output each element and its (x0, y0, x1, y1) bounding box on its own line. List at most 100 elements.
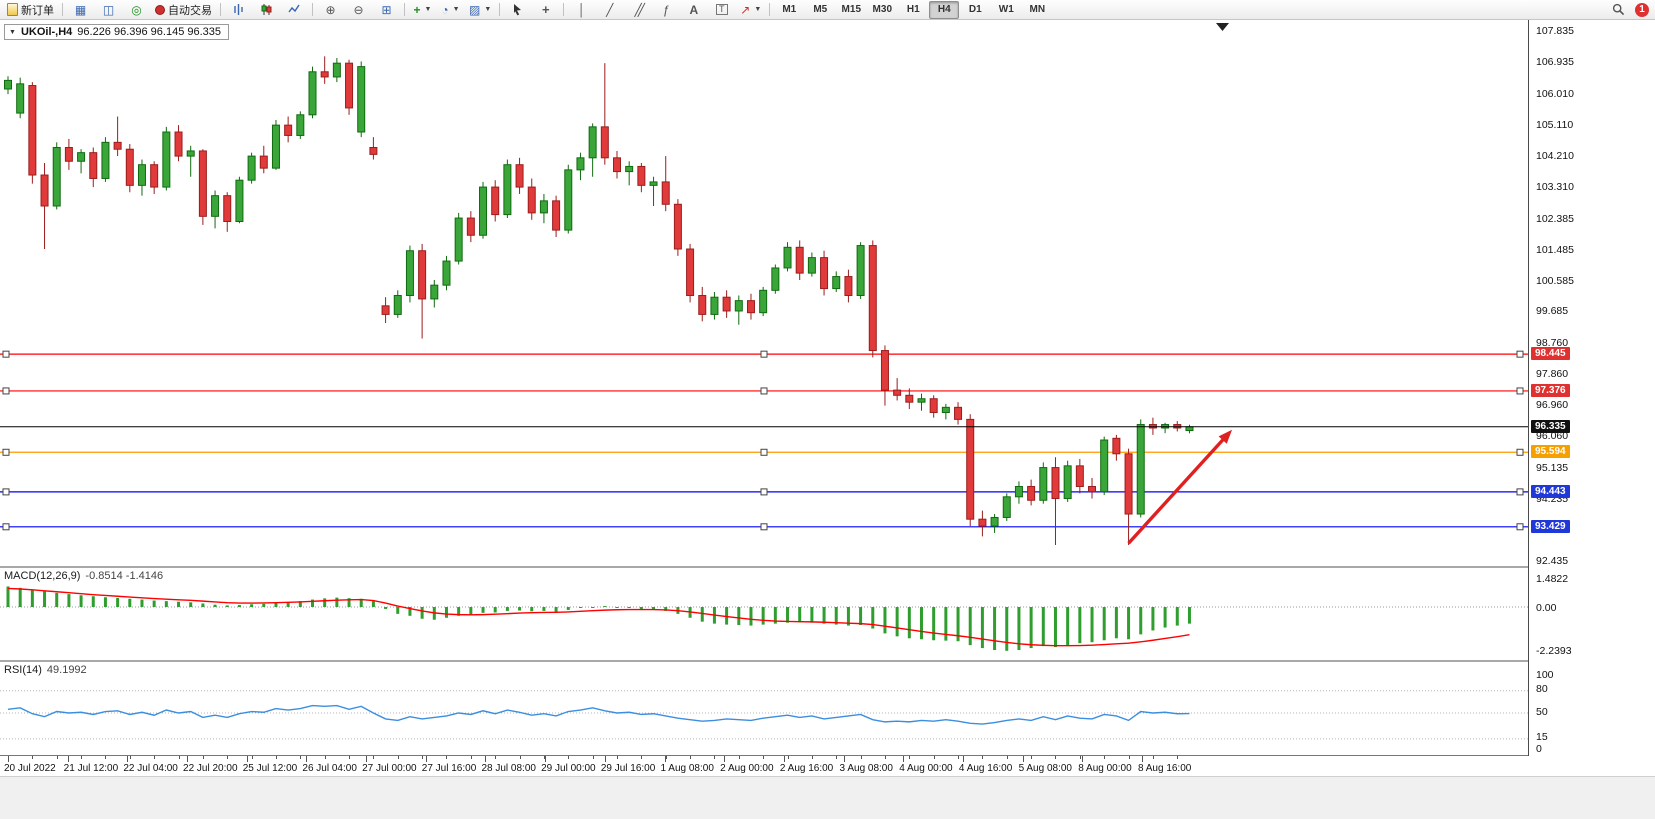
price-tick: 96.060 (1536, 430, 1569, 443)
templates-button[interactable]: ▨ ▼ (465, 0, 495, 19)
timeframe-m30-button[interactable]: M30 (872, 4, 892, 15)
time-label: 25 Jul 12:00 (242, 763, 298, 774)
market-watch-button[interactable]: ▦ (67, 0, 94, 19)
fibonacci-button[interactable]: ƒ (652, 0, 679, 19)
time-minor-tick (324, 756, 326, 759)
line-handle (2, 387, 10, 395)
new-order-label: 新订单 (21, 4, 54, 17)
notification-badge[interactable]: 1 (1635, 2, 1649, 17)
broadcast-icon: ◎ (131, 2, 142, 17)
time-minor-tick (860, 756, 862, 759)
time-label: 22 Jul 20:00 (183, 763, 238, 774)
line-chart-button[interactable] (281, 0, 308, 19)
chevron-down-icon: ▼ (452, 6, 460, 13)
indicators-button[interactable]: + ▼ (409, 0, 436, 19)
price-tick: 96.960 (1536, 399, 1569, 412)
timeframe-h1-button[interactable]: H1 (906, 4, 920, 15)
time-minor-tick (81, 756, 83, 759)
macd-name: MACD(12,26,9) (4, 570, 81, 582)
crosshair-icon: + (541, 2, 550, 17)
time-minor-tick (811, 756, 813, 759)
time-minor-tick (178, 756, 180, 759)
trendline-button[interactable]: ╱ (596, 0, 623, 19)
chart-ohlc-values: 96.226 96.396 96.145 96.335 (77, 26, 222, 38)
price-badge: 96.335 (1531, 419, 1570, 433)
cursor-button[interactable] (504, 0, 531, 19)
periods-button[interactable]: ◔ ▼ (437, 0, 464, 19)
new-order-button[interactable]: 新订单 (3, 0, 58, 19)
timeframe-h4-button[interactable]: H4 (929, 0, 960, 19)
zoom-out-button[interactable]: ⊖ (345, 0, 372, 19)
time-minor-tick (251, 756, 253, 759)
macd-tick: 0.00 (1536, 601, 1557, 614)
price-tick: 105.110 (1536, 118, 1574, 131)
price-axis[interactable]: 107.835 106.935 106.010 105.110 104.210 103.3… (1528, 20, 1655, 756)
price-tick: 98.760 (1536, 337, 1569, 350)
chevron-down-icon: ▼ (484, 6, 492, 13)
time-major-tick (545, 756, 547, 762)
bottom-filler (0, 776, 1655, 819)
candles-layer (4, 56, 1194, 545)
time-label: 20 Jul 2022 (4, 763, 56, 774)
toolbar-separator (769, 3, 771, 16)
time-major-tick (664, 756, 666, 762)
time-minor-tick (763, 756, 765, 759)
rsi-tick: 50 (1536, 705, 1548, 718)
toolbar-right-group: 1 (1605, 0, 1652, 19)
vertical-line-button[interactable]: │ (568, 0, 595, 19)
trendline-icon: ╱ (606, 2, 614, 17)
macd-chart (0, 586, 1528, 651)
time-minor-tick (958, 756, 960, 759)
text-icon: A (689, 2, 699, 17)
price-tick: 106.010 (1536, 87, 1574, 100)
arrows-shapes-button[interactable]: ↗ ▼ (736, 0, 765, 19)
zoom-in-button[interactable]: ⊕ (317, 0, 344, 19)
timeframe-w1-button[interactable]: W1 (998, 4, 1014, 15)
candlestick-chart-button[interactable] (253, 0, 280, 19)
time-label: 3 Aug 08:00 (839, 763, 893, 774)
timeframe-m1-button[interactable]: M1 (782, 4, 797, 15)
time-minor-tick (1006, 756, 1008, 759)
price-tick: 97.860 (1536, 368, 1569, 381)
line-handle (1516, 387, 1524, 395)
time-minor-tick (714, 756, 716, 759)
time-major-tick (1082, 756, 1084, 762)
time-major-tick (1022, 756, 1024, 762)
time-minor-tick (275, 756, 277, 759)
timeframe-d1-button[interactable]: D1 (968, 4, 982, 15)
timeframe-mn-button[interactable]: MN (1029, 4, 1046, 15)
autotrading-button[interactable]: 自动交易 (151, 0, 216, 19)
timeframe-m5-button[interactable]: M5 (813, 4, 828, 15)
toolbar: 新订单 ▦ ◫ ◎ 自动交易 ⊕ ⊖ ⊞ + ▼ ◔ ▼ ▨ ▼ + (0, 0, 1655, 20)
macd-panel: MACD(12,26,9) -0.8514 -1.4146 (0, 566, 1528, 660)
time-label: 21 Jul 12:00 (63, 763, 119, 774)
macd-values: -0.8514 -1.4146 (85, 570, 164, 582)
profiles-button[interactable]: ◫ (95, 0, 122, 19)
broadcast-button[interactable]: ◎ (123, 0, 150, 19)
time-axis[interactable]: 20 Jul 2022 21 Jul 12:00 22 Jul 04:00 22 Ju… (0, 755, 1528, 776)
toolbar-separator (499, 3, 501, 16)
equidistant-channel-icon: ╱╱ (634, 2, 646, 17)
text-label-button[interactable]: T (708, 0, 735, 19)
time-label: 26 Jul 04:00 (302, 763, 357, 774)
time-major-tick (8, 756, 9, 762)
rsi-tick: 100 (1536, 668, 1554, 681)
chart-symbol-box[interactable]: ▼ UKOil-,H4 96.226 96.396 96.145 96.335 (4, 24, 230, 40)
time-minor-tick (641, 756, 643, 759)
search-button[interactable] (1605, 0, 1632, 19)
crosshair-button[interactable]: + (532, 0, 559, 19)
text-button[interactable]: A (680, 0, 707, 19)
autotrading-icon (155, 4, 165, 15)
time-major-tick (306, 756, 308, 762)
bar-chart-button[interactable] (225, 0, 252, 19)
tile-windows-button[interactable]: ⊞ (373, 0, 400, 19)
price-tick: 104.210 (1536, 149, 1574, 162)
time-minor-tick (56, 756, 58, 759)
channel-button[interactable]: ╱╱ (624, 0, 651, 19)
timeframe-m15-button[interactable]: M15 (841, 4, 861, 15)
time-minor-tick (154, 756, 156, 759)
time-major-tick (67, 756, 69, 762)
time-minor-tick (519, 756, 521, 759)
line-handle (2, 448, 10, 456)
zoom-out-icon: ⊖ (353, 2, 364, 17)
